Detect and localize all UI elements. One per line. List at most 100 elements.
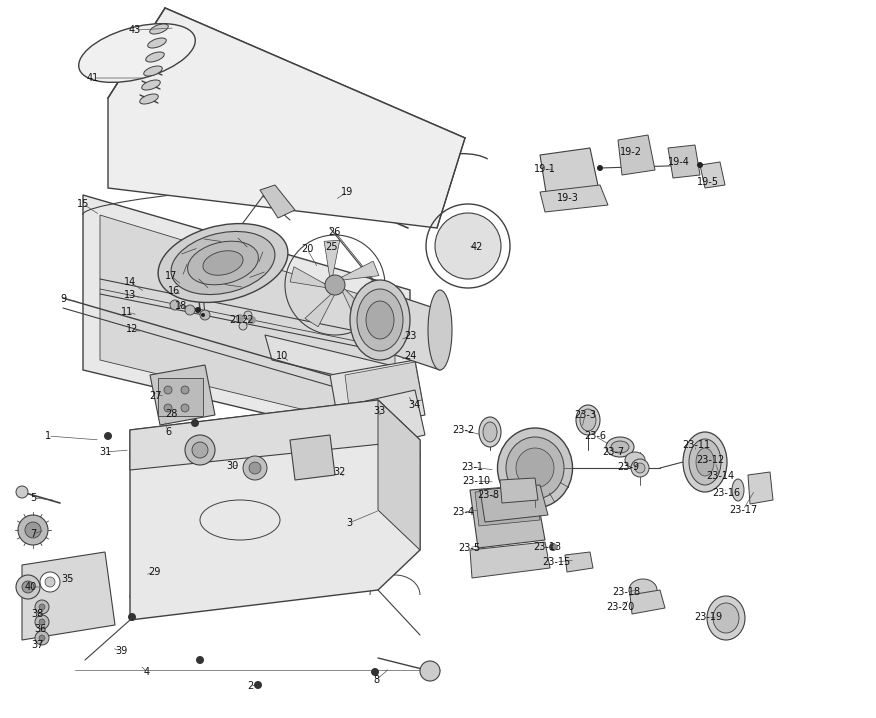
Text: 6: 6 (165, 427, 171, 437)
Polygon shape (378, 400, 420, 550)
Ellipse shape (625, 452, 645, 468)
Ellipse shape (35, 600, 49, 614)
Text: 20: 20 (300, 244, 314, 254)
Ellipse shape (713, 603, 739, 633)
Ellipse shape (696, 448, 714, 476)
Polygon shape (475, 488, 540, 526)
Polygon shape (342, 287, 370, 324)
Text: 23-2: 23-2 (452, 425, 474, 435)
Text: 23-8: 23-8 (477, 490, 499, 500)
Ellipse shape (498, 428, 573, 508)
Polygon shape (130, 400, 420, 620)
Ellipse shape (236, 314, 244, 322)
Ellipse shape (18, 515, 48, 545)
Ellipse shape (181, 386, 189, 394)
Text: 12: 12 (126, 324, 138, 334)
Text: 23-19: 23-19 (694, 612, 722, 622)
Text: 27: 27 (150, 391, 162, 401)
Polygon shape (345, 362, 422, 415)
Text: 22: 22 (241, 315, 253, 325)
Text: 10: 10 (276, 351, 288, 361)
Text: 23-7: 23-7 (602, 447, 624, 457)
Ellipse shape (203, 251, 243, 275)
Text: 31: 31 (99, 447, 111, 457)
Polygon shape (700, 162, 725, 188)
Text: 23-9: 23-9 (617, 462, 639, 472)
Ellipse shape (185, 435, 215, 465)
Polygon shape (500, 478, 538, 503)
Ellipse shape (16, 486, 28, 498)
Text: 42: 42 (470, 242, 484, 252)
Text: 37: 37 (31, 640, 43, 650)
Text: 23-10: 23-10 (462, 476, 490, 486)
Text: 40: 40 (25, 582, 37, 592)
Text: 19-4: 19-4 (668, 157, 690, 167)
Ellipse shape (128, 613, 136, 621)
Ellipse shape (606, 437, 634, 457)
Text: 36: 36 (34, 624, 46, 634)
Text: 23-20: 23-20 (606, 602, 634, 612)
Text: 23-17: 23-17 (729, 505, 757, 515)
Text: 19-5: 19-5 (697, 177, 719, 187)
Polygon shape (265, 335, 418, 395)
Polygon shape (108, 8, 465, 228)
Ellipse shape (683, 432, 727, 492)
Ellipse shape (196, 656, 204, 664)
Text: 43: 43 (129, 25, 141, 35)
Ellipse shape (243, 456, 267, 480)
Ellipse shape (201, 313, 205, 317)
Ellipse shape (732, 479, 744, 501)
Ellipse shape (195, 307, 201, 313)
Ellipse shape (325, 275, 345, 295)
Ellipse shape (239, 322, 247, 330)
Ellipse shape (635, 463, 645, 473)
Ellipse shape (371, 668, 379, 676)
Ellipse shape (435, 213, 501, 279)
Polygon shape (335, 390, 425, 455)
Ellipse shape (35, 615, 49, 629)
Text: 7: 7 (30, 529, 36, 539)
Polygon shape (668, 145, 700, 178)
Polygon shape (324, 241, 340, 279)
Ellipse shape (45, 577, 55, 587)
Text: 23-13: 23-13 (533, 542, 561, 552)
Text: 28: 28 (165, 409, 177, 419)
Text: 19: 19 (341, 187, 353, 197)
Ellipse shape (357, 289, 403, 351)
Ellipse shape (158, 223, 288, 302)
Text: 2: 2 (247, 681, 253, 691)
Ellipse shape (420, 661, 440, 681)
Polygon shape (565, 552, 593, 572)
Text: 14: 14 (124, 277, 136, 287)
Text: 9: 9 (60, 294, 66, 304)
Text: 23-18: 23-18 (612, 587, 640, 597)
Ellipse shape (580, 409, 596, 431)
Ellipse shape (552, 544, 558, 550)
Text: 13: 13 (124, 290, 136, 300)
Ellipse shape (689, 439, 721, 485)
Polygon shape (290, 435, 335, 480)
Ellipse shape (697, 162, 703, 168)
Polygon shape (470, 542, 550, 578)
Polygon shape (260, 185, 295, 218)
Polygon shape (480, 485, 548, 522)
Text: 26: 26 (328, 227, 340, 237)
Polygon shape (339, 261, 379, 280)
Ellipse shape (249, 462, 261, 474)
Text: 23-11: 23-11 (682, 440, 710, 450)
Polygon shape (540, 185, 608, 212)
Text: 39: 39 (115, 646, 127, 656)
Ellipse shape (191, 419, 199, 427)
Ellipse shape (39, 635, 45, 641)
Text: 21: 21 (229, 315, 241, 325)
Ellipse shape (170, 300, 180, 310)
Polygon shape (290, 266, 328, 288)
Bar (158, 378, 203, 416)
Polygon shape (330, 360, 425, 432)
Ellipse shape (79, 24, 195, 83)
Text: 16: 16 (168, 286, 180, 296)
Text: 11: 11 (121, 307, 133, 317)
Ellipse shape (366, 301, 394, 339)
Ellipse shape (139, 94, 159, 104)
Ellipse shape (428, 290, 452, 370)
